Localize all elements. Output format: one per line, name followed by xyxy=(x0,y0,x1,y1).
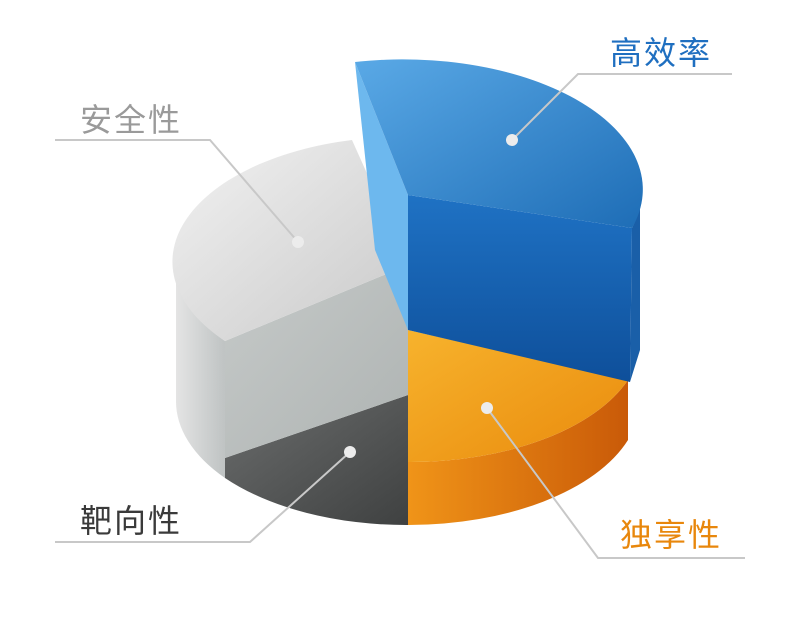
label-exclusive: 独享性 xyxy=(620,516,723,554)
efficiency-inner-face xyxy=(355,62,408,330)
label-safety: 安全性 xyxy=(80,101,183,139)
label-efficiency: 高效率 xyxy=(610,34,713,72)
exclusive-segment xyxy=(408,330,628,463)
safety-cut-face xyxy=(225,265,408,458)
efficiency-top xyxy=(355,59,643,228)
label-targeting: 靶向性 xyxy=(80,502,183,540)
targeting-segment xyxy=(225,395,408,526)
safety-segment xyxy=(172,140,408,341)
efficiency-cut-face xyxy=(408,195,632,382)
marker-dots xyxy=(292,134,518,458)
safety-side xyxy=(175,265,225,478)
efficiency-side xyxy=(630,200,640,382)
exclusive-side xyxy=(408,380,628,526)
leader-lines xyxy=(55,73,745,559)
